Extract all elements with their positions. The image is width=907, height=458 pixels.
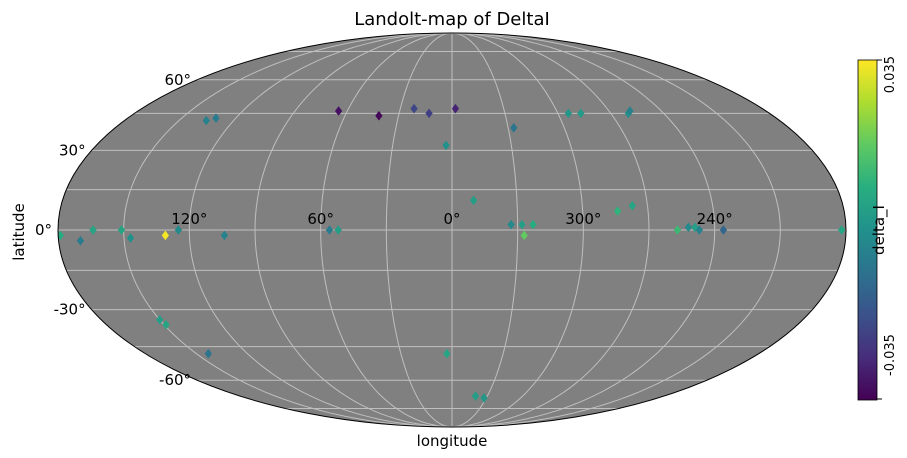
data-point: [695, 225, 704, 235]
data-point: [510, 122, 518, 133]
x-tick-label: 300°: [565, 210, 601, 228]
data-point: [518, 219, 526, 230]
data-point: [837, 225, 846, 235]
y-tick-label: -60°: [159, 371, 191, 389]
colorbar-label: delta_I: [870, 205, 889, 255]
data-point: [443, 348, 451, 359]
y-tick-label: 0°: [35, 221, 52, 239]
latitude-tick-labels: 60° 30° 0° -30° -60°: [35, 71, 191, 389]
data-point: [469, 195, 478, 206]
x-tick-label: 60°: [307, 210, 334, 228]
data-point: [117, 225, 126, 235]
data-point: [156, 314, 164, 325]
data-point: [89, 225, 97, 235]
colorbar-min-label: -0.035: [883, 334, 898, 376]
chart-title: Landolt-map of DeltaI: [354, 9, 550, 30]
data-point: [334, 106, 343, 116]
longitude-tick-labels: 120° 60° 0° 300° 240°: [171, 210, 732, 228]
data-point: [174, 225, 183, 235]
data-point: [162, 319, 170, 330]
data-point: [613, 206, 622, 217]
data-point: [325, 225, 334, 235]
data-point: [719, 225, 728, 235]
data-point: [220, 230, 229, 241]
data-point: [212, 113, 220, 124]
y-tick-label: -30°: [54, 301, 86, 319]
y-tick-label: 60°: [164, 71, 191, 89]
data-point: [577, 108, 585, 119]
x-tick-label: 0°: [443, 210, 460, 228]
data-point: [410, 103, 418, 114]
map-outline: [57, 32, 847, 428]
colorbar: [857, 59, 878, 401]
data-point: [161, 230, 170, 241]
y-axis-label: latitude: [10, 203, 28, 261]
data-point: [626, 106, 634, 116]
data-point: [507, 219, 515, 230]
data-point: [520, 230, 528, 241]
x-tick-label: 240°: [697, 210, 733, 228]
data-point: [76, 235, 85, 246]
data-point: [564, 108, 573, 119]
x-axis-label: longitude: [417, 432, 488, 450]
data-point: [628, 200, 636, 211]
data-point: [204, 348, 213, 359]
y-tick-label: 30°: [59, 141, 86, 159]
data-point: [480, 393, 488, 403]
colorbar-max-label: 0.035: [883, 56, 898, 93]
data-point: [529, 219, 537, 230]
data-point: [451, 103, 460, 114]
data-point: [126, 233, 135, 244]
data-point: [375, 110, 383, 121]
x-tick-label: 120°: [171, 210, 207, 228]
data-point: [202, 115, 210, 126]
data-point: [471, 391, 480, 402]
graticule-grid: [58, 33, 846, 427]
data-point: [425, 108, 433, 119]
data-point: [684, 222, 693, 233]
data-point: [673, 225, 682, 235]
data-points: [58, 103, 846, 403]
data-point: [691, 222, 699, 233]
data-point: [442, 140, 450, 151]
data-point: [334, 225, 342, 235]
